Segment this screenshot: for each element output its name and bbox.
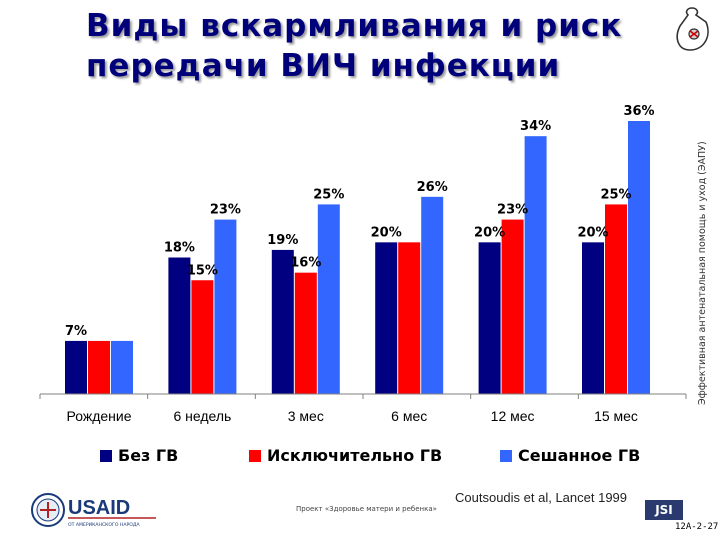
bar-series-1-cat-6	[582, 242, 604, 394]
x-tick-label-3: 3 мес	[288, 408, 324, 424]
data-label-series-3-cat-2: 23%	[210, 203, 241, 218]
bar-series-2-cat-5	[501, 219, 524, 394]
data-label-series-2-cat-6: 25%	[600, 187, 631, 202]
x-tick-label-4: 6 мес	[391, 408, 427, 424]
x-tick-label-5: 12 мес	[491, 408, 535, 424]
jsi-logo: JSI	[645, 500, 683, 520]
chart-bars	[65, 121, 650, 394]
bar-series-2-cat-2	[191, 280, 214, 394]
slide-code: 12A-2-27	[675, 522, 719, 532]
x-tick-label-6: 15 мес	[594, 408, 638, 424]
project-caption: Проект «Здоровье матери и ребенка»	[296, 505, 437, 513]
bar-series-1-cat-1	[65, 340, 87, 394]
data-label-series-2-cat-2: 15%	[187, 263, 218, 278]
legend-swatch-series-1	[100, 449, 112, 462]
citation: Coutsoudis et al, Lancet 1999	[455, 490, 628, 505]
bar-series-2-cat-6	[605, 204, 627, 394]
legend-swatch-series-2	[249, 449, 261, 462]
legend-label-series-3: Сешанное ГВ	[518, 446, 641, 465]
data-label-series-3-cat-3: 25%	[313, 187, 344, 202]
chart-legend: Без ГВ Исключительно ГВ Сешанное ГВ	[0, 446, 720, 468]
title-line-1: Виды вскармливания и риск	[86, 8, 623, 44]
data-label-series-1-cat-5: 20%	[474, 225, 505, 240]
x-tick-label-1: Рождение	[66, 408, 131, 424]
legend-label-series-1: Без ГВ	[118, 446, 179, 465]
bar-series-2-cat-4	[398, 242, 421, 394]
data-label-series-1-cat-4: 20%	[371, 225, 402, 240]
data-label-series-2-cat-5: 23%	[497, 203, 528, 218]
data-label-series-2-cat-3: 16%	[290, 256, 321, 271]
bar-chart: 7% 18% 15% 23% 19% 16% 25% 20% 26% 20% 23% 34% 20% 25…	[39, 104, 687, 424]
legend-label-series-2: Исключительно ГВ	[267, 446, 443, 465]
legend-item-series-2: Исключительно ГВ	[249, 446, 442, 465]
bar-series-3-cat-2	[214, 219, 237, 394]
usaid-logo-text: USAID	[68, 497, 130, 519]
data-label-series-1-cat-1: 7%	[65, 324, 87, 339]
page-title: Виды вскармливания и риск передачи ВИЧ и…	[86, 6, 646, 86]
chart-x-axis: Рождение 6 недель 3 мес 6 мес 12 мес 15 мес	[39, 393, 687, 424]
chart-data-labels: 7% 18% 15% 23% 19% 16% 25% 20% 26% 20% 23% 34% 20% 25…	[65, 104, 655, 339]
bar-series-3-cat-1	[111, 340, 133, 394]
legend-item-series-3: Сешанное ГВ	[500, 446, 640, 465]
legend-item-series-1: Без ГВ	[100, 446, 178, 465]
bar-series-3-cat-5	[524, 136, 547, 394]
usaid-logo-subtext: ОТ АМЕРИКАНСКОГО НАРОДА	[68, 522, 140, 528]
bar-series-2-cat-1	[88, 340, 110, 394]
data-label-series-1-cat-6: 20%	[577, 225, 608, 240]
data-label-series-1-cat-2: 18%	[164, 241, 195, 256]
x-tick-label-2: 6 недель	[173, 408, 231, 424]
usaid-logo: USAID ОТ АМЕРИКАНСКОГО НАРОДА	[31, 493, 156, 528]
mother-child-logo-icon	[676, 7, 709, 51]
bar-series-1-cat-2	[168, 257, 191, 394]
bar-series-3-cat-6	[628, 121, 650, 394]
data-label-series-3-cat-4: 26%	[417, 180, 448, 195]
title-line-2: передачи ВИЧ инфекции	[86, 48, 561, 84]
bar-series-1-cat-5	[478, 242, 501, 394]
bar-series-1-cat-4	[375, 242, 398, 394]
data-label-series-3-cat-5: 34%	[520, 119, 551, 134]
legend-swatch-series-3	[500, 449, 512, 462]
bar-series-2-cat-3	[294, 272, 317, 394]
bar-series-3-cat-3	[317, 204, 340, 394]
bar-series-1-cat-3	[271, 249, 294, 394]
bar-series-3-cat-4	[421, 196, 444, 394]
data-label-series-3-cat-6: 36%	[623, 104, 654, 119]
data-label-series-1-cat-3: 19%	[267, 233, 298, 248]
